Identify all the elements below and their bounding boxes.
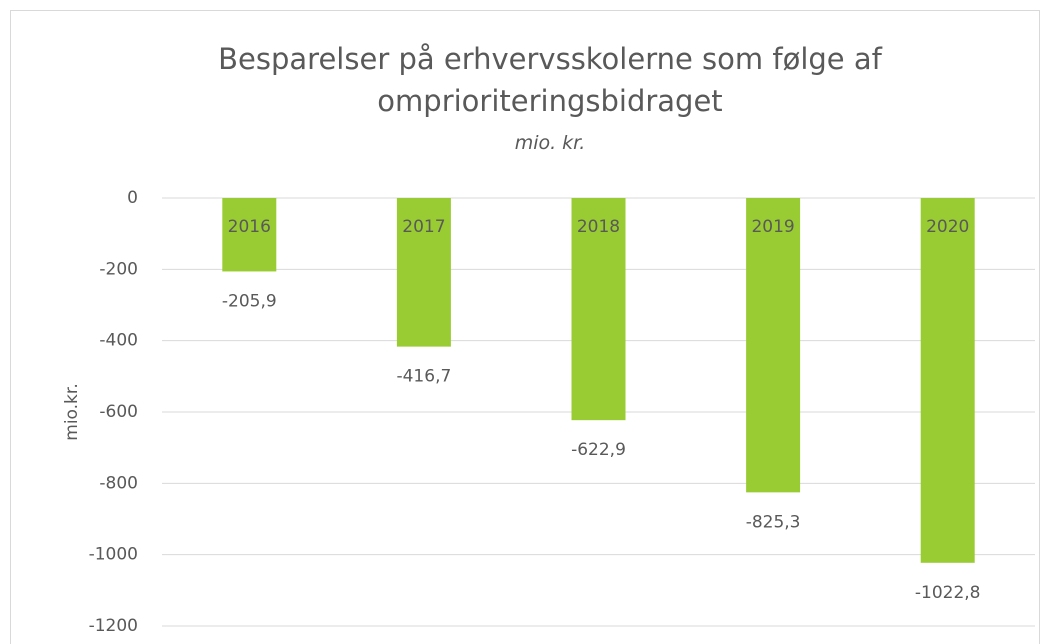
x-tick-label: 2019: [751, 217, 794, 237]
y-tick-label: -800: [99, 473, 138, 493]
chart-subtitle: mio. kr.: [514, 132, 586, 154]
x-tick-label: 2020: [926, 217, 969, 237]
x-tick-label: 2018: [577, 217, 620, 237]
x-tick-label: 2016: [228, 217, 271, 237]
chart-frame: [10, 10, 1040, 644]
y-tick-label: -1200: [89, 616, 138, 636]
y-tick-label: -600: [99, 402, 138, 422]
data-label: -416,7: [396, 367, 451, 387]
chart-title: Besparelser på erhvervsskolerne som følg…: [218, 42, 882, 118]
y-tick-label: -200: [99, 259, 138, 279]
data-label: -825,3: [746, 512, 801, 532]
bar: [746, 198, 801, 493]
y-tick-label: -1000: [89, 545, 138, 565]
data-label: -1022,8: [915, 583, 981, 603]
bar: [920, 198, 975, 563]
bar: [571, 198, 626, 421]
x-tick-label: 2017: [402, 217, 445, 237]
bar: [396, 198, 451, 347]
data-label: -205,9: [222, 291, 277, 311]
y-axis-label: mio.kr.: [62, 383, 82, 440]
data-label: -622,9: [571, 440, 626, 460]
y-tick-label: 0: [127, 188, 138, 208]
bar: [222, 198, 277, 272]
y-tick-label: -400: [99, 331, 138, 351]
